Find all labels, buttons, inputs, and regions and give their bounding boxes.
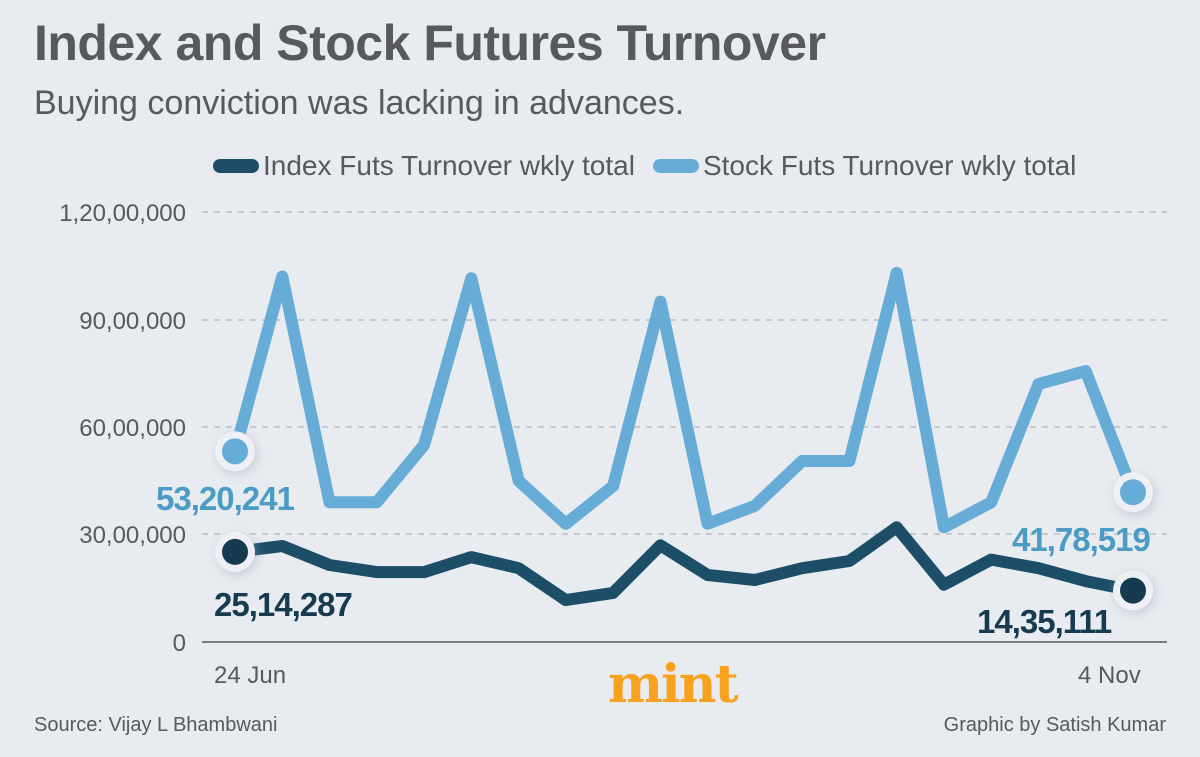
x-tick-start: 24 Jun [214,662,287,689]
index-start-marker [215,531,255,572]
legend-label-stock: Stock Futs Turnover wkly total [702,150,1077,181]
y-tick-label: 1,20,00,000 [59,200,186,227]
index-end-marker [1113,570,1153,611]
stock-futures-line [229,266,1139,534]
y-tick-label: 60,00,000 [79,415,186,442]
chart-title: Index and Stock Futures Turnover [34,15,826,71]
y-tick-label: 0 [173,630,186,657]
stock-end-value-label: 41,78,519 [1012,521,1150,558]
legend-label-index: Index Futs Turnover wkly total [263,150,635,181]
legend-item-stock: Stock Futs Turnover wkly total [652,150,1077,182]
grid-lines [202,211,1167,535]
stock-end-marker [1113,472,1153,513]
y-tick-label: 30,00,000 [79,522,186,549]
index-futures-line [229,521,1139,607]
chart-subtitle: Buying conviction was lacking in advance… [34,84,685,122]
mint-logo: mint [608,654,739,715]
stock-start-value-label: 53,20,241 [156,480,294,517]
legend-item-index: Index Futs Turnover wkly total [213,150,635,182]
legend: Index Futs Turnover wkly total Stock Fut… [213,150,1076,182]
graphic-credit: Graphic by Satish Kumar [943,714,1166,736]
stock-swatch-icon [652,159,699,173]
x-tick-end: 4 Nov [1078,662,1141,689]
y-axis-ticks: 1,20,00,000 90,00,000 60,00,000 30,00,00… [59,200,186,657]
index-start-value-label: 25,14,287 [214,586,352,623]
index-swatch-icon [213,159,259,173]
stock-start-marker [215,431,255,472]
source-note: Source: Vijay L Bhambwani [34,714,278,736]
index-end-value-label: 14,35,111 [977,603,1112,640]
y-tick-label: 90,00,000 [79,308,186,335]
